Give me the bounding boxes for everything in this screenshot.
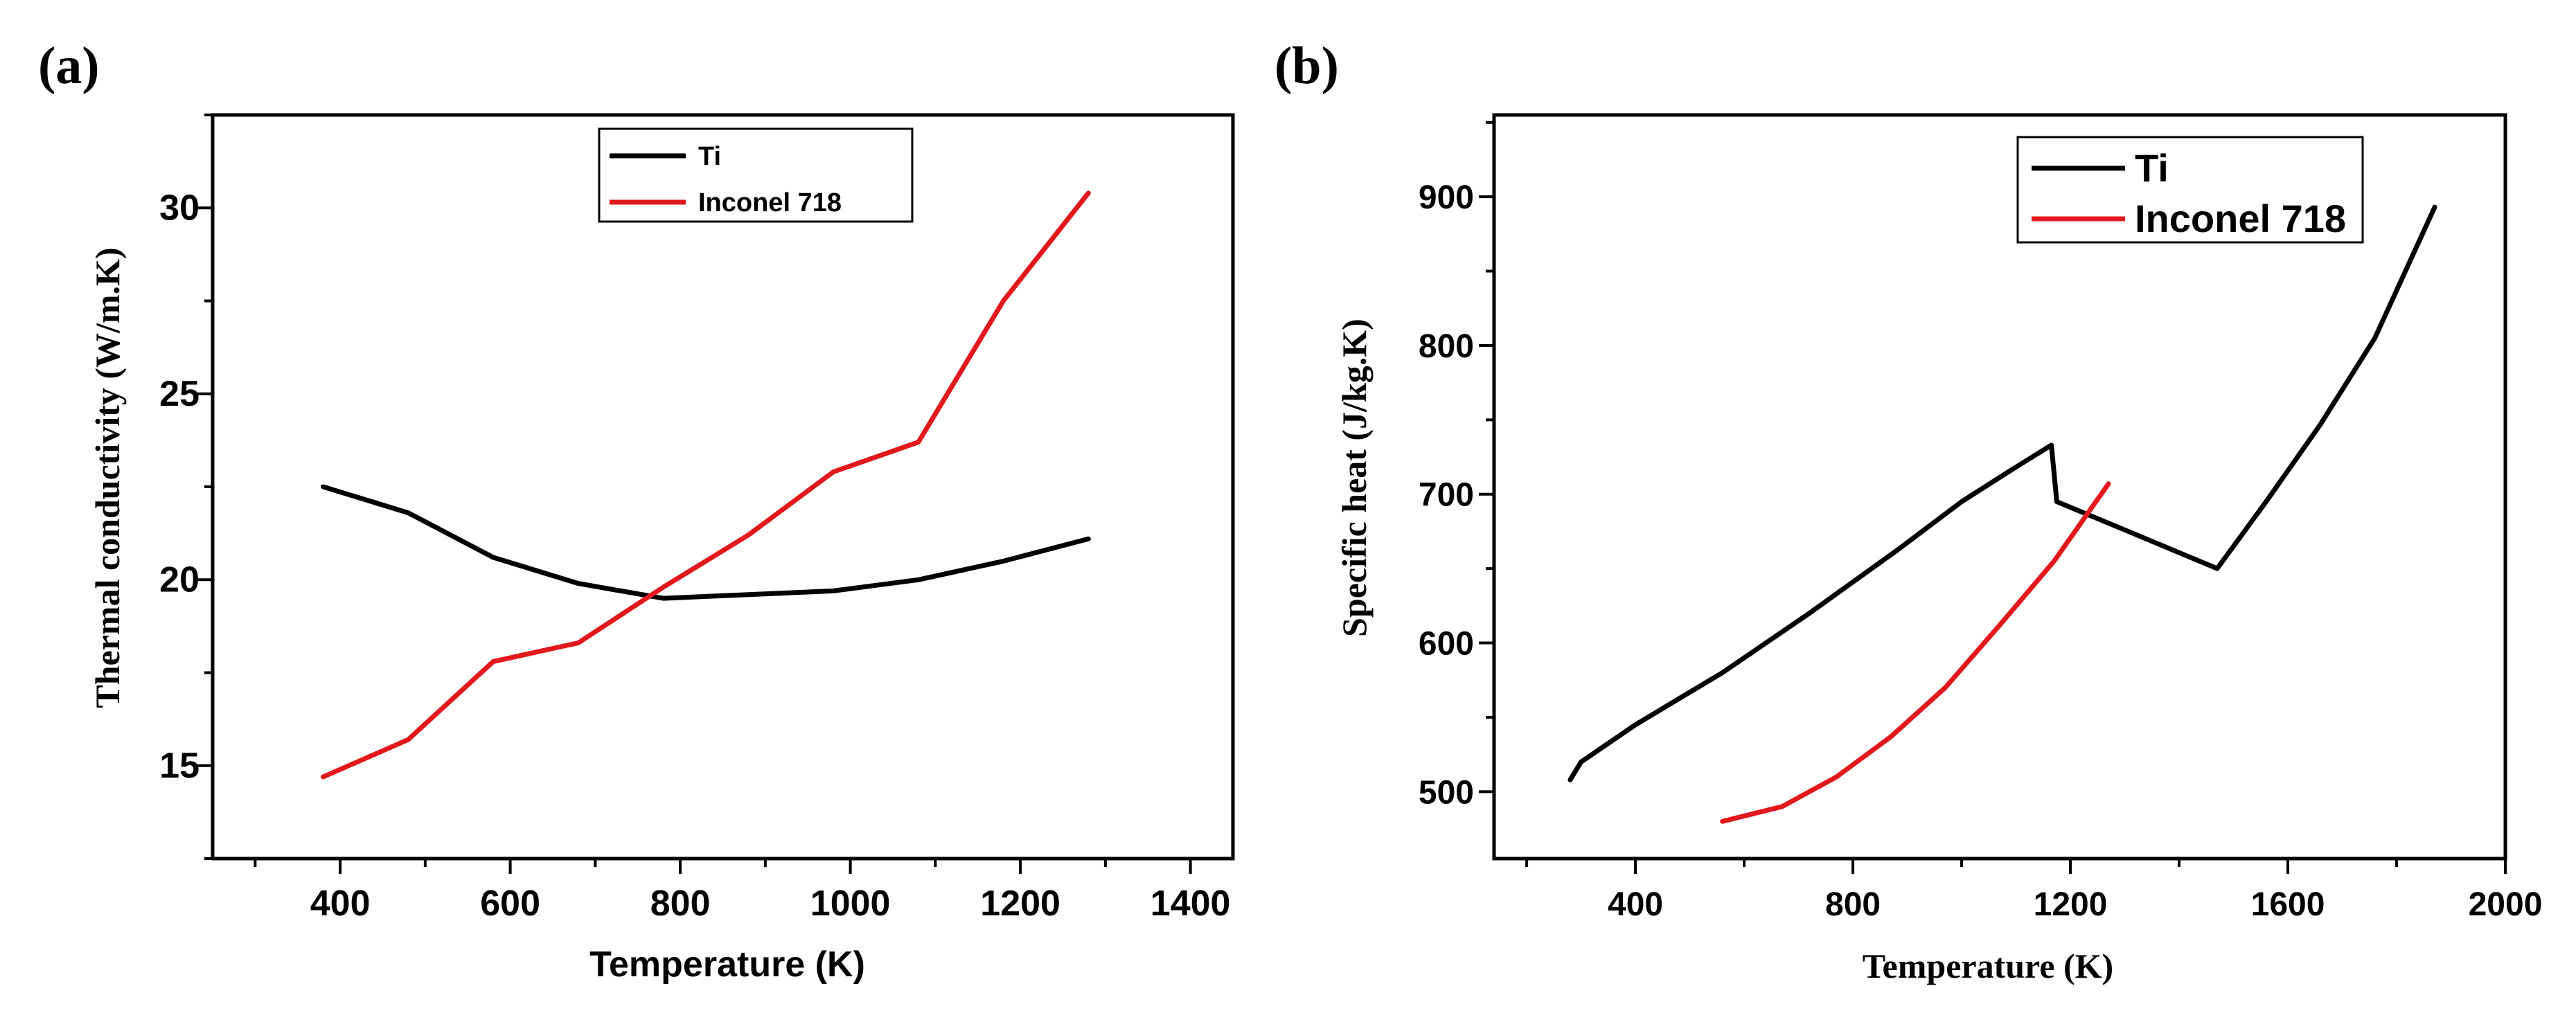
legend-b: Ti Inconel 718 — [2016, 136, 2364, 244]
series-line-b-ti — [1567, 204, 2437, 782]
x-tick-label-a: 400 — [310, 884, 371, 924]
chart-panel-a: (a) 400 600 800 1000 1200 1400 15 20 25 30 Temperat… — [38, 37, 1235, 985]
x-tick-label-a: 1400 — [1151, 884, 1231, 924]
chart-panel-b: (b) 400 800 1200 1600 2000 500 600 700 800 900 Temp… — [1274, 37, 2542, 985]
y-tick-label-b: 600 — [1419, 626, 1474, 663]
y-tick-label-a: 15 — [159, 746, 199, 786]
x-tick-label-b: 1600 — [2251, 886, 2325, 923]
y-tick-label-b: 500 — [1419, 774, 1474, 811]
legend-label-a: Ti — [698, 142, 721, 171]
x-tick-label-b: 1200 — [2034, 886, 2108, 923]
legend-label-a: Inconel 718 — [698, 188, 842, 217]
x-tick-label-a: 800 — [650, 884, 711, 924]
legend-label-b: Ti — [2135, 146, 2169, 190]
legend-label-b: Inconel 718 — [2135, 197, 2346, 240]
y-tick-label-b: 800 — [1419, 328, 1474, 365]
series-line-b-inconel-718 — [1720, 481, 2111, 824]
x-tick-label-a: 1000 — [810, 884, 891, 924]
x-tick-label-a: 1200 — [980, 884, 1060, 924]
x-tick-label-a: 600 — [480, 884, 540, 924]
x-axis-title-b: Temperature (K) — [1863, 947, 2113, 985]
plot-frame-b — [1492, 113, 2507, 861]
series-line-a-inconel-718 — [321, 190, 1091, 780]
y-tick-label-a: 20 — [159, 559, 199, 600]
x-tick-label-b: 400 — [1608, 886, 1663, 923]
panel-label-a: (a) — [38, 37, 100, 95]
legend-a: Ti Inconel 718 — [598, 127, 914, 223]
y-tick-label-a: 30 — [159, 188, 199, 228]
y-axis-title-a: Thermal conductivity (W/m.K) — [88, 247, 127, 708]
x-axis-title-a: Temperature (K) — [589, 944, 865, 985]
y-tick-label-b: 700 — [1419, 477, 1474, 514]
legend-box-a — [598, 127, 914, 223]
series-line-a-ti — [321, 484, 1091, 601]
y-axis-title-b: Specific heat (J/kg.K) — [1335, 319, 1374, 637]
plot-frame-a — [211, 113, 1235, 861]
panel-label-b: (b) — [1274, 37, 1339, 95]
x-tick-label-b: 800 — [1825, 886, 1881, 923]
x-tick-label-b: 2000 — [2469, 886, 2543, 923]
legend-box-b — [2016, 136, 2364, 244]
y-tick-label-a: 25 — [159, 374, 199, 414]
y-tick-label-b: 900 — [1419, 179, 1474, 216]
